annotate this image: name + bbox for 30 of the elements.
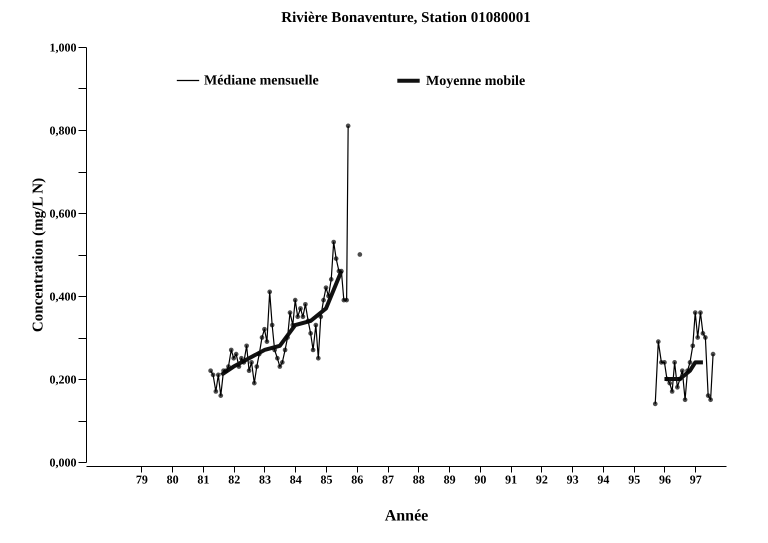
- x-tick-label: 94: [597, 472, 610, 486]
- x-tick-label: 95: [628, 472, 640, 486]
- x-tick-label: 82: [228, 472, 240, 486]
- x-tick-label: 84: [290, 472, 302, 486]
- chart-title: Rivière Bonaventure, Station 01080001: [281, 10, 531, 26]
- x-tick-label: 85: [320, 472, 332, 486]
- x-tick-label: 91: [505, 472, 518, 486]
- x-tick-label: 80: [166, 472, 179, 486]
- x-tick-label: 79: [136, 472, 148, 486]
- y-tick-label: 0,400: [50, 290, 76, 304]
- x-tick-label: 92: [536, 472, 548, 486]
- legend-label: Médiane mensuelle: [204, 74, 319, 88]
- x-tick-label: 93: [566, 472, 579, 486]
- y-tick-label: 0,200: [50, 372, 76, 386]
- y-axis-title: Concentration (mg/L N): [30, 178, 46, 332]
- y-tick-label: 0,800: [50, 124, 76, 138]
- x-tick-label: 86: [351, 472, 364, 486]
- y-tick-label: 0,600: [50, 206, 76, 220]
- x-tick-label: 96: [658, 472, 671, 486]
- x-tick-label: 97: [690, 472, 702, 486]
- x-tick-label: 87: [382, 472, 394, 486]
- x-axis-title: Année: [384, 508, 428, 524]
- x-tick-label: 88: [412, 472, 425, 486]
- y-tick-label: 0,000: [50, 456, 76, 470]
- x-tick-label: 81: [197, 472, 210, 486]
- x-tick-label: 89: [444, 472, 456, 486]
- x-tick-label: 90: [474, 472, 486, 486]
- legend-label: Moyenne mobile: [426, 74, 526, 89]
- x-tick-label: 83: [258, 472, 271, 486]
- y-tick-label: 1,000: [50, 40, 76, 54]
